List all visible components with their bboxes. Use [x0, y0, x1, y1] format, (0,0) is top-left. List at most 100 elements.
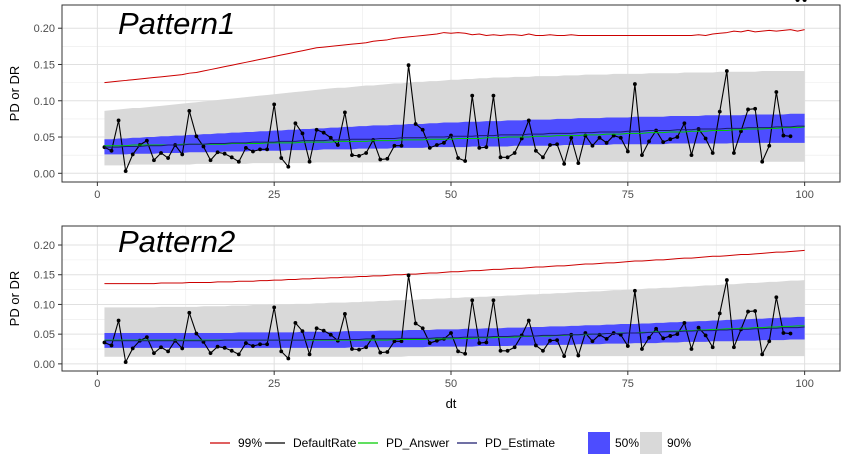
y-tick-label: 0.10 — [34, 96, 55, 108]
data-point — [632, 82, 637, 86]
data-point — [682, 320, 687, 325]
data-point — [470, 298, 475, 303]
data-point — [675, 332, 680, 337]
x-tick-label: 75 — [622, 378, 634, 390]
data-point — [187, 109, 192, 113]
data-point — [703, 333, 708, 338]
data-point — [378, 350, 383, 355]
data-point — [477, 146, 482, 150]
data-point — [392, 143, 397, 148]
data-point — [597, 332, 602, 337]
x-tick-label: 75 — [622, 189, 634, 201]
legend-label: 99% — [238, 436, 262, 450]
data-point — [109, 148, 114, 153]
data-point — [144, 335, 149, 340]
data-point — [392, 339, 397, 344]
legend-key-fill — [640, 432, 662, 454]
data-point — [123, 360, 128, 364]
data-point — [463, 351, 468, 356]
legend-item: 90% — [640, 432, 691, 454]
data-point — [420, 127, 425, 132]
data-point — [774, 295, 779, 300]
data-point — [385, 156, 390, 161]
data-point — [434, 143, 439, 147]
data-point — [194, 134, 199, 139]
y-tick-label: 0.05 — [34, 132, 55, 144]
data-point — [413, 321, 418, 326]
data-point — [526, 318, 531, 323]
y-axis-title: PD or DR — [7, 66, 22, 122]
data-point — [647, 335, 651, 340]
data-point — [640, 153, 644, 158]
data-point — [576, 161, 581, 166]
data-point — [732, 151, 736, 155]
data-point — [350, 347, 354, 351]
data-point — [201, 144, 206, 149]
data-point — [562, 161, 567, 166]
data-point — [399, 339, 404, 344]
data-point — [300, 329, 305, 334]
data-point — [675, 135, 680, 139]
data-point — [109, 343, 114, 348]
data-point — [116, 318, 121, 323]
data-point — [590, 143, 595, 148]
data-point — [222, 345, 227, 350]
legend-label: 50% — [615, 436, 639, 450]
data-point — [243, 146, 248, 150]
data-point — [399, 143, 404, 148]
data-point — [732, 345, 736, 350]
data-point — [484, 340, 489, 345]
data-point — [300, 131, 305, 136]
data-point — [661, 140, 666, 145]
data-point — [456, 349, 460, 354]
data-point — [229, 155, 234, 160]
data-point — [180, 152, 185, 157]
data-point — [187, 310, 192, 315]
x-tick-label: 25 — [268, 189, 280, 201]
y-tick-label: 0.00 — [34, 168, 55, 180]
data-point — [328, 135, 333, 140]
x-tick-label: 100 — [795, 189, 813, 201]
data-point — [604, 337, 609, 341]
y-tick-label: 0.10 — [34, 299, 55, 311]
data-point — [251, 344, 255, 348]
data-point — [307, 352, 312, 357]
data-point — [717, 109, 722, 114]
y-tick-label: 0.15 — [34, 270, 55, 282]
data-point — [258, 147, 262, 152]
data-point — [102, 145, 107, 150]
data-point — [491, 298, 496, 303]
legend-key-fill — [588, 432, 610, 454]
data-point — [710, 345, 715, 350]
y-tick-label: 0.20 — [34, 240, 55, 252]
data-point — [795, 0, 800, 2]
data-point — [130, 346, 135, 351]
data-point — [604, 140, 609, 145]
data-point — [760, 352, 765, 357]
data-point — [767, 339, 772, 344]
data-point — [265, 147, 270, 152]
data-point — [123, 169, 128, 174]
data-point — [208, 158, 213, 163]
data-point — [286, 356, 291, 361]
data-point — [116, 118, 121, 123]
data-point — [265, 342, 270, 347]
data-point — [484, 145, 489, 150]
data-point — [272, 305, 277, 310]
data-point — [144, 138, 149, 143]
data-point — [152, 158, 156, 163]
data-point — [427, 146, 432, 150]
data-point — [781, 133, 786, 138]
legend: 99% DefaultRate PD_Answer PD_Estimate 50% 90% — [210, 432, 691, 454]
data-point — [222, 151, 227, 156]
data-point — [463, 159, 468, 163]
legend-label: 90% — [667, 436, 691, 450]
data-point — [498, 155, 503, 160]
data-point — [569, 135, 574, 140]
data-point — [328, 332, 333, 337]
data-point — [689, 153, 694, 158]
data-point — [548, 338, 552, 343]
data-point — [152, 351, 156, 356]
data-point — [321, 328, 326, 333]
data-point — [689, 347, 694, 351]
